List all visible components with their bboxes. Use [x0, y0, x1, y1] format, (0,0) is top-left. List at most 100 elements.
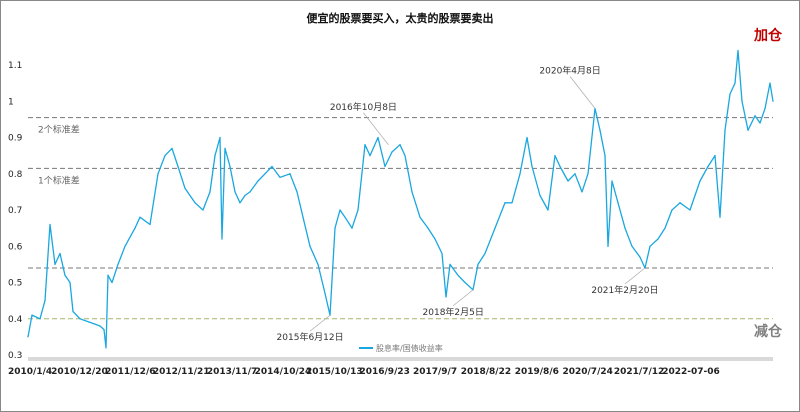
data-point: [249, 191, 251, 193]
data-point: [244, 194, 246, 197]
y-tick-label: 0.8: [8, 170, 23, 180]
data-point: [624, 227, 626, 229]
data-point: [59, 252, 61, 255]
annotation-leader: [452, 289, 474, 307]
y-tick-label: 0.6: [8, 242, 23, 252]
data-point: [554, 155, 556, 157]
y-tick-label: 0.7: [8, 206, 22, 216]
x-tick-label: 2021/7/12: [614, 367, 664, 377]
data-point: [631, 245, 633, 247]
data-point: [209, 191, 211, 193]
series-line: [27, 49, 774, 349]
annotation-leader: [624, 267, 646, 285]
data-point: [411, 191, 413, 193]
data-point: [117, 263, 119, 265]
data-point: [747, 129, 749, 131]
data-point: [357, 209, 359, 211]
data-point: [724, 129, 726, 131]
data-point: [124, 245, 126, 247]
data-point: [229, 165, 231, 168]
data-point: [171, 147, 173, 149]
data-point: [111, 281, 113, 284]
annotation-leader: [569, 76, 596, 109]
data-point: [214, 155, 216, 157]
data-point: [69, 281, 71, 284]
data-point: [649, 245, 651, 247]
data-point: [369, 155, 371, 157]
data-point: [526, 136, 528, 139]
data-point: [257, 180, 259, 182]
data-point: [494, 227, 496, 229]
data-point: [339, 209, 341, 211]
data-point: [234, 191, 236, 193]
y-tick-label: 0.4: [8, 315, 23, 325]
data-point: [567, 180, 569, 182]
data-point: [599, 129, 601, 131]
data-point: [477, 263, 479, 265]
data-point: [504, 202, 506, 204]
x-tick-label: 2014/10/24: [255, 367, 312, 377]
data-point: [334, 227, 336, 229]
data-point: [754, 115, 756, 117]
data-point: [434, 238, 436, 240]
x-tick-label: 2022-07-06: [662, 367, 720, 377]
data-point: [324, 292, 326, 294]
data-point: [729, 93, 731, 95]
data-point: [581, 191, 583, 193]
x-tick-label: 2013/11/7: [207, 367, 257, 377]
data-point: [72, 310, 74, 313]
data-point: [344, 216, 346, 218]
x-tick-label: 2018/8/22: [461, 367, 511, 377]
data-point: [759, 122, 761, 124]
data-point: [587, 173, 589, 175]
data-point: [699, 180, 701, 182]
legend-label: 股息率/国债收益率: [376, 343, 443, 353]
data-point: [224, 147, 226, 149]
data-point: [531, 165, 533, 168]
data-point: [764, 107, 766, 110]
data-point: [574, 173, 576, 175]
annotation-label: 2018年2月5日: [423, 306, 484, 318]
data-point: [279, 176, 281, 178]
data-point: [617, 202, 619, 204]
x-tick-label: 2010/1/4: [8, 367, 52, 377]
data-point: [657, 238, 659, 240]
data-point: [31, 314, 33, 316]
data-point: [64, 274, 66, 276]
data-point: [445, 296, 447, 298]
data-point: [139, 216, 141, 218]
x-tick-label: 2019/8/6: [515, 367, 559, 377]
data-point: [741, 100, 743, 102]
data-point: [427, 227, 429, 229]
data-point: [309, 245, 311, 247]
data-point: [384, 165, 386, 168]
data-point: [441, 252, 443, 255]
y-tick-label: 0.9: [8, 134, 23, 144]
data-point: [289, 173, 291, 175]
data-point: [539, 194, 541, 197]
x-tick-label: 2012/11/21: [153, 367, 210, 377]
x-tick-label: 2015/10/13: [306, 367, 363, 377]
data-point: [391, 151, 393, 153]
y-tick-label: 1: [8, 97, 14, 107]
x-tick-label: 2010/12/20: [51, 367, 108, 377]
data-point: [719, 216, 721, 218]
data-point: [44, 300, 46, 302]
annotation-label: 2015年6月12日: [277, 331, 344, 343]
data-point: [296, 191, 298, 193]
data-point: [734, 82, 736, 84]
x-tick-label: 2017/9/7: [413, 367, 457, 377]
legend: 股息率/国债收益率: [359, 343, 443, 353]
data-point: [737, 49, 739, 52]
data-point: [177, 165, 179, 168]
data-point: [419, 216, 421, 218]
reference-line-label: 2个标准差: [38, 124, 80, 136]
data-point: [219, 136, 221, 139]
data-point: [49, 223, 51, 226]
data-point: [404, 155, 406, 157]
data-point: [99, 325, 101, 327]
data-point: [519, 173, 521, 175]
data-point: [639, 256, 641, 258]
data-point: [103, 329, 105, 331]
